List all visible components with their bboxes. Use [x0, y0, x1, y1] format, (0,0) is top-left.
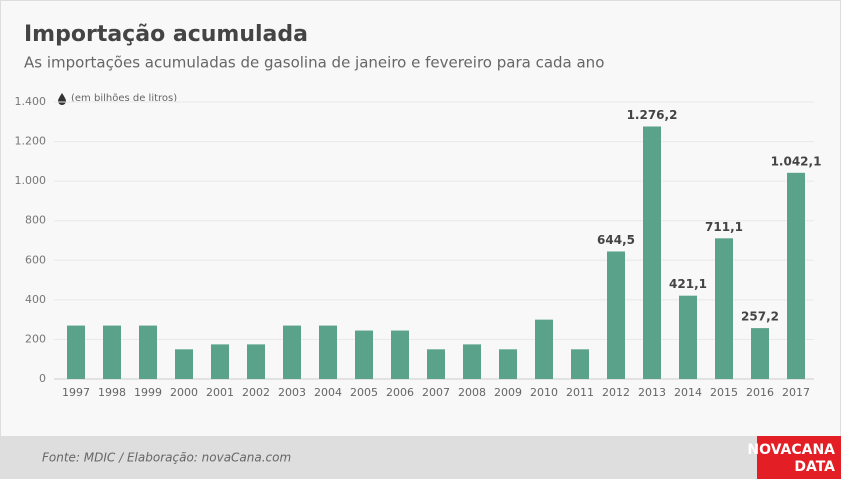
chart-subtitle: As importações acumuladas de gasolina de…: [24, 54, 604, 72]
source: Fonte: MDIC / Elaboração: novaCana.com: [42, 451, 291, 465]
x-tick-label: 2010: [530, 386, 558, 399]
bar: [751, 328, 769, 379]
bar: [283, 325, 301, 379]
x-tick-label: 2007: [422, 386, 450, 399]
bar: [427, 349, 445, 379]
value-label: 1.276,2: [627, 108, 678, 122]
logo-text: NOVACANA: [747, 442, 835, 458]
x-tick-label: 2005: [350, 386, 378, 399]
value-label: 421,1: [669, 277, 707, 291]
bar: [643, 126, 661, 379]
y-tick-label: 400: [25, 293, 46, 306]
logo: [757, 436, 841, 479]
logo-text: DATA: [794, 459, 835, 475]
y-tick-label: 1.000: [15, 174, 47, 187]
footer: [0, 436, 841, 479]
x-tick-label: 2000: [170, 386, 198, 399]
x-tick-label: 2008: [458, 386, 486, 399]
bar: [139, 325, 157, 379]
x-tick-label: 1997: [62, 386, 90, 399]
x-tick-label: 2003: [278, 386, 306, 399]
y-tick-label: 1.200: [15, 135, 47, 148]
x-tick-label: 2013: [638, 386, 666, 399]
y-tick-label: 600: [25, 253, 46, 266]
bar: [67, 325, 85, 379]
bar: [607, 251, 625, 379]
bar: [103, 325, 121, 379]
x-tick-label: 1999: [134, 386, 162, 399]
x-tick-label: 2014: [674, 386, 702, 399]
x-tick-label: 2016: [746, 386, 774, 399]
y-tick-label: 1.400: [15, 95, 47, 108]
bar: [787, 172, 805, 379]
bar: [499, 349, 517, 379]
x-tick-label: 2001: [206, 386, 234, 399]
value-label: 1.042,1: [771, 154, 822, 168]
bar: [535, 319, 553, 379]
x-tick-label: 2011: [566, 386, 594, 399]
x-tick-label: 2004: [314, 386, 342, 399]
y-tick-label: 800: [25, 214, 46, 227]
bar: [715, 238, 733, 379]
bar: [355, 330, 373, 379]
x-tick-label: 2012: [602, 386, 630, 399]
x-tick-label: 1998: [98, 386, 126, 399]
value-label: 257,2: [741, 310, 779, 324]
bar: [571, 349, 589, 379]
x-tick-label: 2017: [782, 386, 810, 399]
bar: [463, 344, 481, 379]
x-tick-label: 2009: [494, 386, 522, 399]
bar: [679, 295, 697, 379]
bar: [175, 349, 193, 379]
chart-title: Importação acumulada: [24, 22, 308, 47]
x-tick-label: 2002: [242, 386, 270, 399]
unit-note: (em bilhões de litros): [71, 93, 177, 104]
y-tick-label: 200: [25, 332, 46, 345]
x-tick-label: 2015: [710, 386, 738, 399]
value-label: 644,5: [597, 233, 635, 247]
bar: [211, 344, 229, 379]
value-label: 711,1: [705, 220, 743, 234]
x-tick-label: 2006: [386, 386, 414, 399]
y-tick-label: 0: [39, 372, 46, 385]
bar: [247, 344, 265, 379]
bar: [319, 325, 337, 379]
bar: [391, 330, 409, 379]
